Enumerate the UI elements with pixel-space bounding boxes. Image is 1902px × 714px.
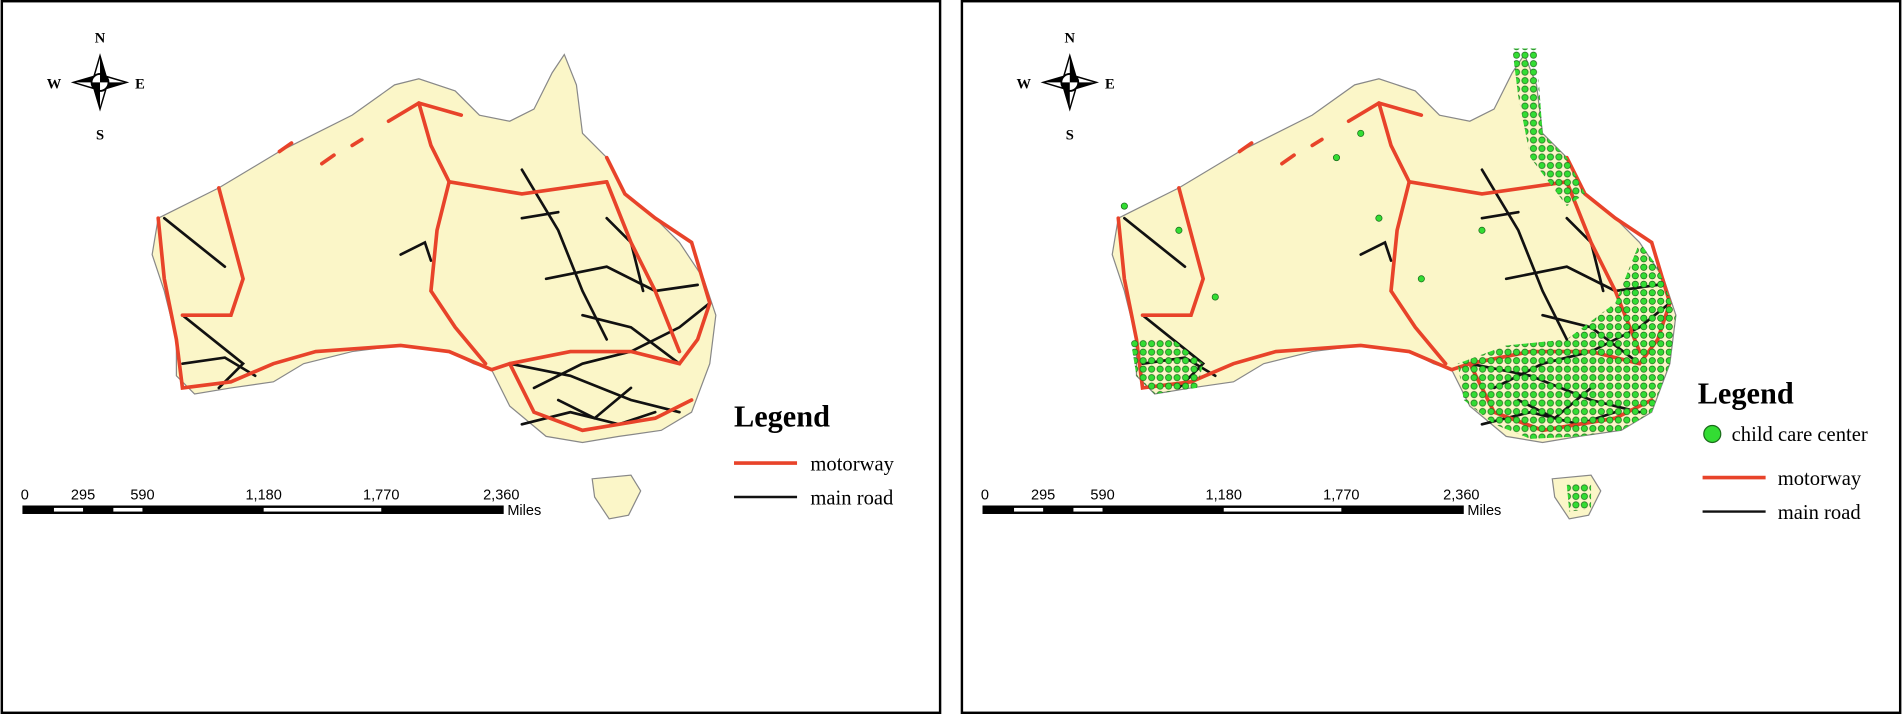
legend: Legend motorway main road [734,400,895,509]
scale-label: 0 [21,487,29,503]
child-care-centers [1120,48,1676,512]
legend-title: Legend [1698,377,1794,411]
compass-w: W [47,76,62,92]
scale-bar-graphic [22,505,504,514]
dot-cluster [1130,339,1204,394]
dot [1175,226,1183,234]
compass: N S E W [1016,30,1114,143]
scale-label: 1,770 [363,487,399,503]
scale-label: 1,770 [1323,487,1359,503]
map-panel: N S E W 0 295 590 1,180 1,770 2,360 Mile… [960,0,1902,714]
legend-item: motorway [1778,468,1862,490]
compass-n: N [1065,30,1076,46]
scale-label: 1,180 [1206,487,1242,503]
scale-label: 1,180 [245,487,281,503]
scale-unit: Miles [507,503,541,519]
dot [1375,214,1383,222]
legend-title: Legend [734,400,830,434]
dot [1357,129,1365,137]
legend: Legend child care center motorway main r… [1698,377,1868,524]
dot-cluster [1566,482,1592,512]
map-panel: N S E W 0 295 590 1,180 1,770 2,360 Mile… [0,0,942,714]
compass-w: W [1016,76,1031,92]
dot [1478,226,1486,234]
compass-s: S [1066,127,1074,143]
compass-s: S [96,127,104,143]
dot [1120,202,1128,210]
scale-bar: 0 295 590 1,180 1,770 2,360 Miles [981,487,1501,519]
scale-label: 2,360 [1443,487,1479,503]
scale-bar-graphic [982,505,1464,514]
legend-item: child care center [1732,424,1868,446]
scale-bar: 0 295 590 1,180 1,770 2,360 Miles [21,487,541,519]
dot-cluster [1512,48,1585,207]
dot-cluster [1457,242,1676,439]
scale-label: 590 [1090,487,1114,503]
scale-label: 295 [1031,487,1055,503]
compass: N S E W [47,30,145,143]
scale-label: 0 [981,487,989,503]
dot [1417,275,1425,283]
scale-label: 295 [71,487,95,503]
legend-swatch [1703,424,1722,444]
scale-unit: Miles [1467,503,1501,519]
legend-item: motorway [810,453,894,475]
compass-n: N [95,30,106,46]
legend-item: main road [810,487,894,509]
legend-item: main road [1778,502,1862,524]
scale-label: 2,360 [483,487,519,503]
compass-e: E [1105,76,1115,92]
dot [1332,154,1341,162]
dot [1211,293,1219,301]
scale-label: 590 [130,487,154,503]
compass-e: E [135,76,145,92]
